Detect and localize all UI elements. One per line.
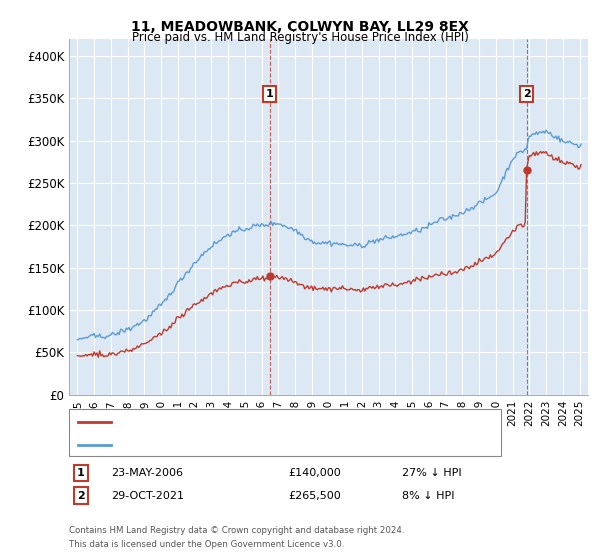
Text: 2: 2 xyxy=(77,491,85,501)
Text: HPI: Average price, detached house, Conwy: HPI: Average price, detached house, Conw… xyxy=(117,440,345,450)
Text: This data is licensed under the Open Government Licence v3.0.: This data is licensed under the Open Gov… xyxy=(69,540,344,549)
Text: 23-MAY-2006: 23-MAY-2006 xyxy=(111,468,183,478)
Text: 11, MEADOWBANK, COLWYN BAY, LL29 8EX: 11, MEADOWBANK, COLWYN BAY, LL29 8EX xyxy=(131,20,469,34)
Text: Contains HM Land Registry data © Crown copyright and database right 2024.: Contains HM Land Registry data © Crown c… xyxy=(69,526,404,535)
Text: 1: 1 xyxy=(77,468,85,478)
Text: 29-OCT-2021: 29-OCT-2021 xyxy=(111,491,184,501)
Text: 2: 2 xyxy=(523,89,530,99)
Text: £265,500: £265,500 xyxy=(288,491,341,501)
Text: 1: 1 xyxy=(266,89,274,99)
Text: £140,000: £140,000 xyxy=(288,468,341,478)
Text: 8% ↓ HPI: 8% ↓ HPI xyxy=(402,491,455,501)
Text: 27% ↓ HPI: 27% ↓ HPI xyxy=(402,468,461,478)
Text: Price paid vs. HM Land Registry's House Price Index (HPI): Price paid vs. HM Land Registry's House … xyxy=(131,31,469,44)
Text: 11, MEADOWBANK, COLWYN BAY, LL29 8EX (detached house): 11, MEADOWBANK, COLWYN BAY, LL29 8EX (de… xyxy=(117,417,439,427)
